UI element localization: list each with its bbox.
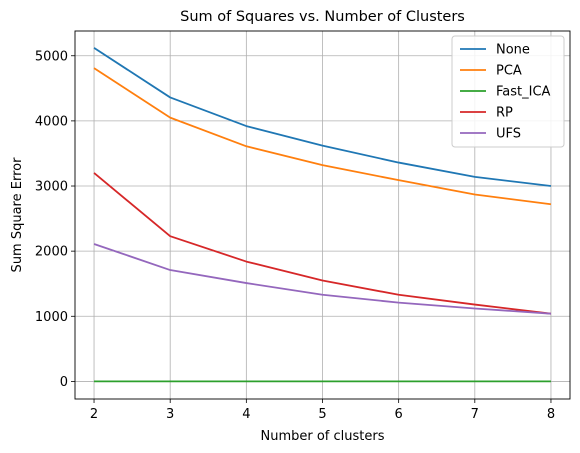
- x-axis-label: Number of clusters: [260, 429, 384, 444]
- legend: None PCA Fast_ICA RP UFS: [451, 35, 565, 148]
- legend-label-none: None: [496, 43, 530, 58]
- y-tick-label: 0: [60, 375, 68, 390]
- legend-label-ufs: UFS: [496, 127, 521, 142]
- axis-ticks: 2 3 4 5 6 7 8 0 1000 2000 3000 4000 5000: [35, 49, 555, 422]
- x-tick-label: 2: [90, 407, 98, 422]
- y-axis-label: Sum Square Error: [10, 157, 25, 273]
- legend-label-rp: RP: [496, 106, 513, 121]
- legend-label-fast-ica: Fast_ICA: [496, 85, 551, 100]
- y-tick-label: 4000: [35, 114, 68, 129]
- series-lines: [93, 47, 552, 383]
- y-tick-label: 3000: [35, 180, 68, 195]
- legend-label-pca: PCA: [496, 64, 522, 79]
- y-tick-label: 2000: [35, 245, 68, 260]
- y-tick-label: 1000: [35, 310, 68, 325]
- legend-box: [451, 35, 565, 148]
- x-tick-label: 5: [318, 407, 326, 422]
- x-tick-label: 8: [547, 407, 555, 422]
- x-tick-label: 3: [166, 407, 174, 422]
- x-tick-label: 7: [471, 407, 479, 422]
- x-tick-label: 4: [242, 407, 250, 422]
- series-line-none: [93, 47, 552, 187]
- series-line-rp: [93, 172, 552, 315]
- y-tick-label: 5000: [35, 49, 68, 64]
- series-line-ufs: [93, 243, 552, 315]
- x-tick-label: 6: [395, 407, 403, 422]
- chart-title: Sum of Squares vs. Number of Clusters: [180, 9, 465, 25]
- series-line-pca: [93, 67, 552, 206]
